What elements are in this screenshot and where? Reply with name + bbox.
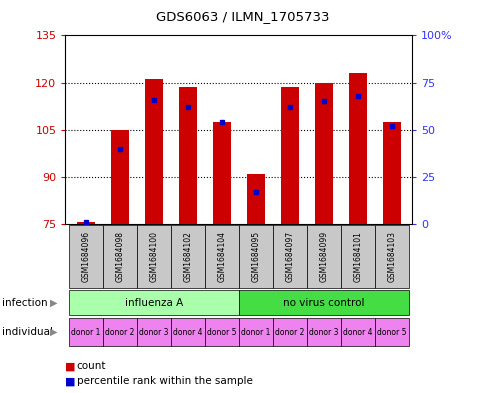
Bar bbox=[246, 174, 265, 224]
FancyBboxPatch shape bbox=[137, 318, 170, 346]
Text: donor 3: donor 3 bbox=[308, 328, 338, 336]
FancyBboxPatch shape bbox=[69, 290, 238, 315]
Bar bbox=[382, 122, 400, 224]
Bar bbox=[348, 73, 366, 224]
FancyBboxPatch shape bbox=[69, 318, 103, 346]
Text: donor 1: donor 1 bbox=[71, 328, 100, 336]
Text: donor 4: donor 4 bbox=[173, 328, 202, 336]
FancyBboxPatch shape bbox=[374, 318, 408, 346]
FancyBboxPatch shape bbox=[205, 318, 238, 346]
Text: ■: ■ bbox=[65, 376, 76, 386]
Text: GSM1684104: GSM1684104 bbox=[217, 231, 226, 282]
Text: ▶: ▶ bbox=[50, 298, 57, 308]
FancyBboxPatch shape bbox=[205, 225, 238, 288]
Bar bbox=[280, 87, 299, 224]
Bar bbox=[144, 79, 163, 224]
FancyBboxPatch shape bbox=[306, 225, 340, 288]
Bar bbox=[212, 122, 231, 224]
Text: GDS6063 / ILMN_1705733: GDS6063 / ILMN_1705733 bbox=[155, 10, 329, 23]
Text: donor 2: donor 2 bbox=[105, 328, 134, 336]
Text: no virus control: no virus control bbox=[283, 298, 364, 308]
Text: individual: individual bbox=[2, 327, 53, 337]
Text: donor 5: donor 5 bbox=[377, 328, 406, 336]
Text: donor 3: donor 3 bbox=[139, 328, 168, 336]
Text: GSM1684102: GSM1684102 bbox=[183, 231, 192, 282]
Text: infection: infection bbox=[2, 298, 48, 308]
FancyBboxPatch shape bbox=[272, 318, 306, 346]
Text: donor 4: donor 4 bbox=[342, 328, 372, 336]
FancyBboxPatch shape bbox=[340, 225, 374, 288]
FancyBboxPatch shape bbox=[340, 318, 374, 346]
Text: donor 5: donor 5 bbox=[207, 328, 236, 336]
Text: donor 1: donor 1 bbox=[241, 328, 270, 336]
FancyBboxPatch shape bbox=[239, 225, 272, 288]
Text: GSM1684099: GSM1684099 bbox=[318, 231, 328, 282]
FancyBboxPatch shape bbox=[239, 318, 272, 346]
Bar bbox=[76, 222, 95, 224]
Text: donor 2: donor 2 bbox=[274, 328, 304, 336]
FancyBboxPatch shape bbox=[103, 225, 136, 288]
Text: count: count bbox=[76, 361, 106, 371]
Bar bbox=[178, 87, 197, 224]
FancyBboxPatch shape bbox=[137, 225, 170, 288]
FancyBboxPatch shape bbox=[272, 225, 306, 288]
Text: GSM1684098: GSM1684098 bbox=[115, 231, 124, 282]
FancyBboxPatch shape bbox=[69, 225, 103, 288]
Text: GSM1684097: GSM1684097 bbox=[285, 231, 294, 282]
Text: GSM1684101: GSM1684101 bbox=[353, 231, 362, 282]
FancyBboxPatch shape bbox=[171, 225, 204, 288]
FancyBboxPatch shape bbox=[171, 318, 204, 346]
Text: GSM1684095: GSM1684095 bbox=[251, 231, 260, 282]
Bar bbox=[110, 130, 129, 224]
Text: GSM1684096: GSM1684096 bbox=[81, 231, 90, 282]
Text: GSM1684100: GSM1684100 bbox=[149, 231, 158, 282]
FancyBboxPatch shape bbox=[239, 290, 408, 315]
Text: GSM1684103: GSM1684103 bbox=[387, 231, 395, 282]
FancyBboxPatch shape bbox=[306, 318, 340, 346]
Text: percentile rank within the sample: percentile rank within the sample bbox=[76, 376, 252, 386]
Text: ■: ■ bbox=[65, 361, 76, 371]
FancyBboxPatch shape bbox=[374, 225, 408, 288]
Text: ▶: ▶ bbox=[50, 327, 57, 337]
FancyBboxPatch shape bbox=[103, 318, 136, 346]
Text: influenza A: influenza A bbox=[124, 298, 182, 308]
Bar bbox=[314, 83, 333, 224]
